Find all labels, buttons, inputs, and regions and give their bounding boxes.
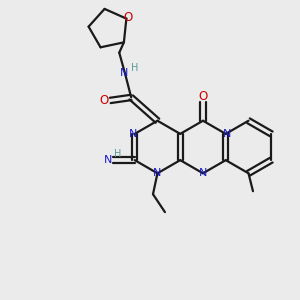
Text: O: O [99,94,108,107]
Text: H: H [131,63,139,73]
Text: N: N [119,68,128,78]
Text: N: N [103,155,112,165]
Text: N: N [129,129,137,139]
Text: O: O [198,90,208,103]
Text: O: O [123,11,133,24]
Text: N: N [153,168,162,178]
Text: N: N [199,168,207,178]
Text: H: H [114,148,121,159]
Text: N: N [223,129,231,139]
